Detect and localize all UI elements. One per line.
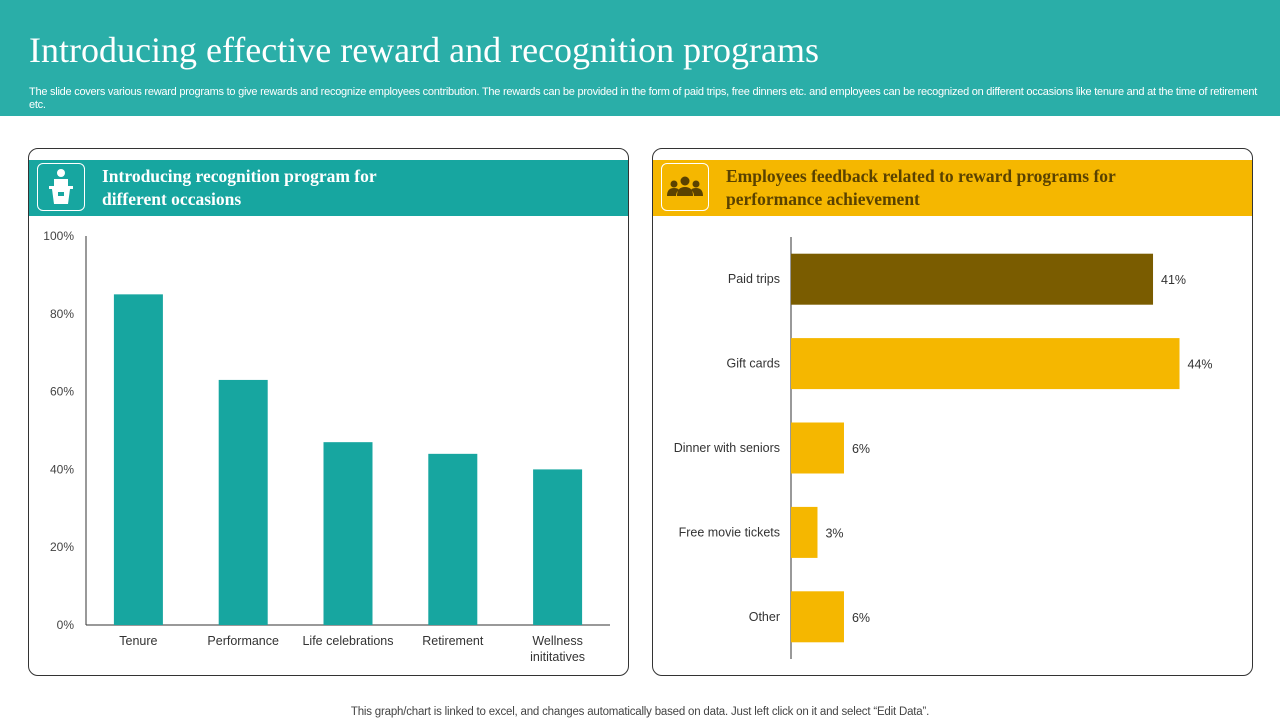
presenter-podium-icon xyxy=(37,163,85,211)
y-tick-label: 20% xyxy=(50,540,74,554)
y-tick-label: 80% xyxy=(50,307,74,321)
feedback-panel-header: Employees feedback related to reward pro… xyxy=(653,160,1252,216)
data-label: 3% xyxy=(825,526,843,540)
data-label: 41% xyxy=(1161,273,1186,287)
category-label: Paid trips xyxy=(728,272,780,286)
data-label: 6% xyxy=(852,611,870,625)
recognition-panel-header: Introducing recognition program for diff… xyxy=(29,160,628,216)
bar-dinner-with-seniors xyxy=(791,422,844,474)
x-tick-label: Life celebrations xyxy=(302,634,393,648)
y-tick-label: 60% xyxy=(50,385,74,399)
y-tick-label: 0% xyxy=(57,618,75,632)
bar-free-movie-tickets xyxy=(791,506,818,558)
recognition-panel: Introducing recognition program for diff… xyxy=(28,148,629,676)
bar-tenure xyxy=(113,294,163,625)
bar-retirement xyxy=(428,453,478,625)
footer-note: This graph/chart is linked to excel, and… xyxy=(350,706,930,718)
recognition-panel-title: Introducing recognition program for diff… xyxy=(102,166,377,209)
feedback-panel: Employees feedback related to reward pro… xyxy=(652,148,1253,676)
bar-paid-trips xyxy=(791,253,1154,305)
x-tick-label: Retirement xyxy=(422,634,484,648)
y-tick-label: 100% xyxy=(43,229,74,243)
x-tick-label: Wellness xyxy=(532,634,582,648)
page-description: The slide covers various reward programs… xyxy=(29,86,1258,111)
x-tick-label: Tenure xyxy=(119,634,157,648)
category-label: Free movie tickets xyxy=(679,525,780,539)
x-tick-label: Performance xyxy=(207,634,279,648)
feedback-bar-chart: Paid trips 41% Gift cards 44% Dinner with se… xyxy=(674,237,1213,659)
bar-wellness-inititatives xyxy=(533,469,583,625)
category-label: Other xyxy=(749,610,780,624)
bar-performance xyxy=(218,379,268,625)
bar-life-celebrations xyxy=(323,442,373,625)
y-tick-label: 40% xyxy=(50,462,74,476)
data-label: 44% xyxy=(1188,358,1213,372)
x-tick-label: inititatives xyxy=(530,650,585,664)
feedback-panel-title: Employees feedback related to reward pro… xyxy=(726,166,1116,209)
category-label: Gift cards xyxy=(727,357,781,371)
recognition-bar-chart: 0% 20% 40% 60% 80% 100% Tenure Performance Life … xyxy=(43,229,610,664)
people-group-icon xyxy=(661,163,709,211)
category-label: Dinner with seniors xyxy=(674,441,780,455)
data-label: 6% xyxy=(852,442,870,456)
bar-other xyxy=(791,591,844,643)
slide-header: Introducing effective reward and recogni… xyxy=(0,0,1280,116)
page-title: Introducing effective reward and recogni… xyxy=(29,30,820,70)
bar-gift-cards xyxy=(791,338,1180,390)
